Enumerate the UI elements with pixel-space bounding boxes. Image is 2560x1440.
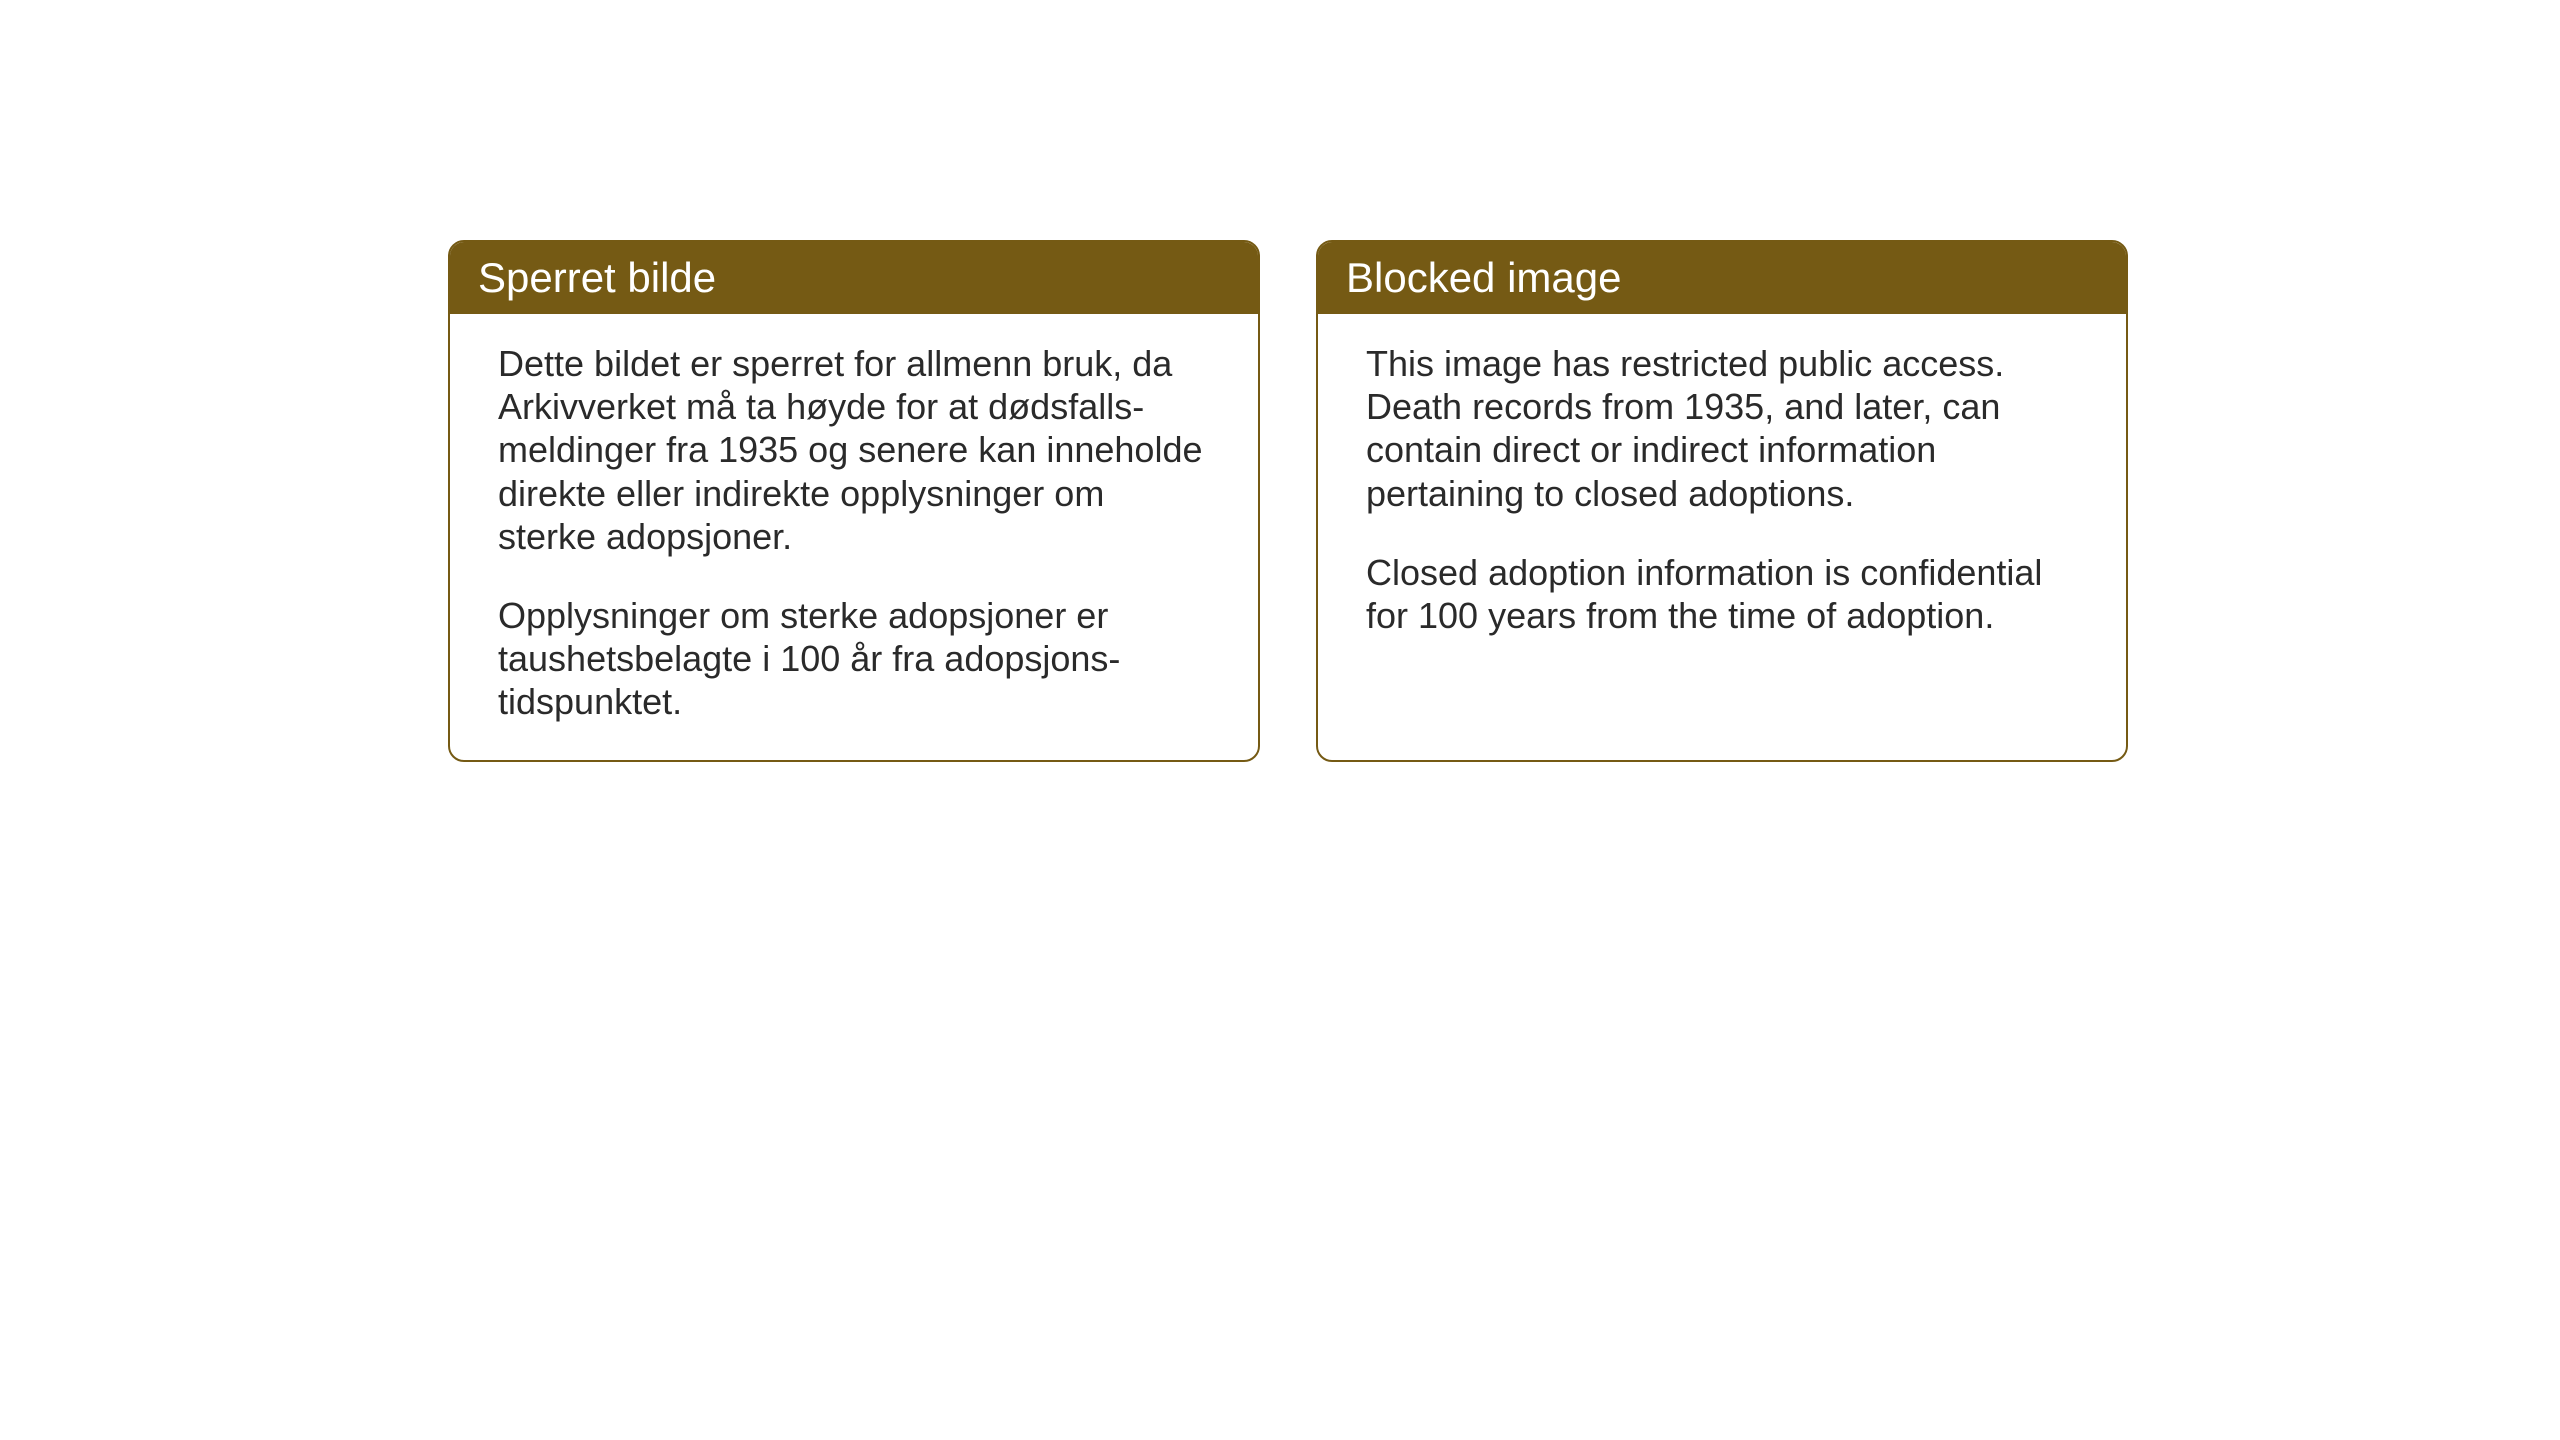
card-body-english: This image has restricted public access.… bbox=[1318, 314, 2126, 673]
card-header-english: Blocked image bbox=[1318, 242, 2126, 314]
card-header-norwegian: Sperret bilde bbox=[450, 242, 1258, 314]
notice-card-norwegian: Sperret bilde Dette bildet er sperret fo… bbox=[448, 240, 1260, 762]
card-title-english: Blocked image bbox=[1346, 254, 1621, 301]
card-paragraph-english-2: Closed adoption information is confident… bbox=[1366, 551, 2078, 637]
card-body-norwegian: Dette bildet er sperret for allmenn bruk… bbox=[450, 314, 1258, 760]
card-title-norwegian: Sperret bilde bbox=[478, 254, 716, 301]
notice-card-english: Blocked image This image has restricted … bbox=[1316, 240, 2128, 762]
card-paragraph-english-1: This image has restricted public access.… bbox=[1366, 342, 2078, 515]
card-paragraph-norwegian-1: Dette bildet er sperret for allmenn bruk… bbox=[498, 342, 1210, 558]
card-paragraph-norwegian-2: Opplysninger om sterke adopsjoner er tau… bbox=[498, 594, 1210, 724]
notice-container: Sperret bilde Dette bildet er sperret fo… bbox=[448, 240, 2128, 762]
